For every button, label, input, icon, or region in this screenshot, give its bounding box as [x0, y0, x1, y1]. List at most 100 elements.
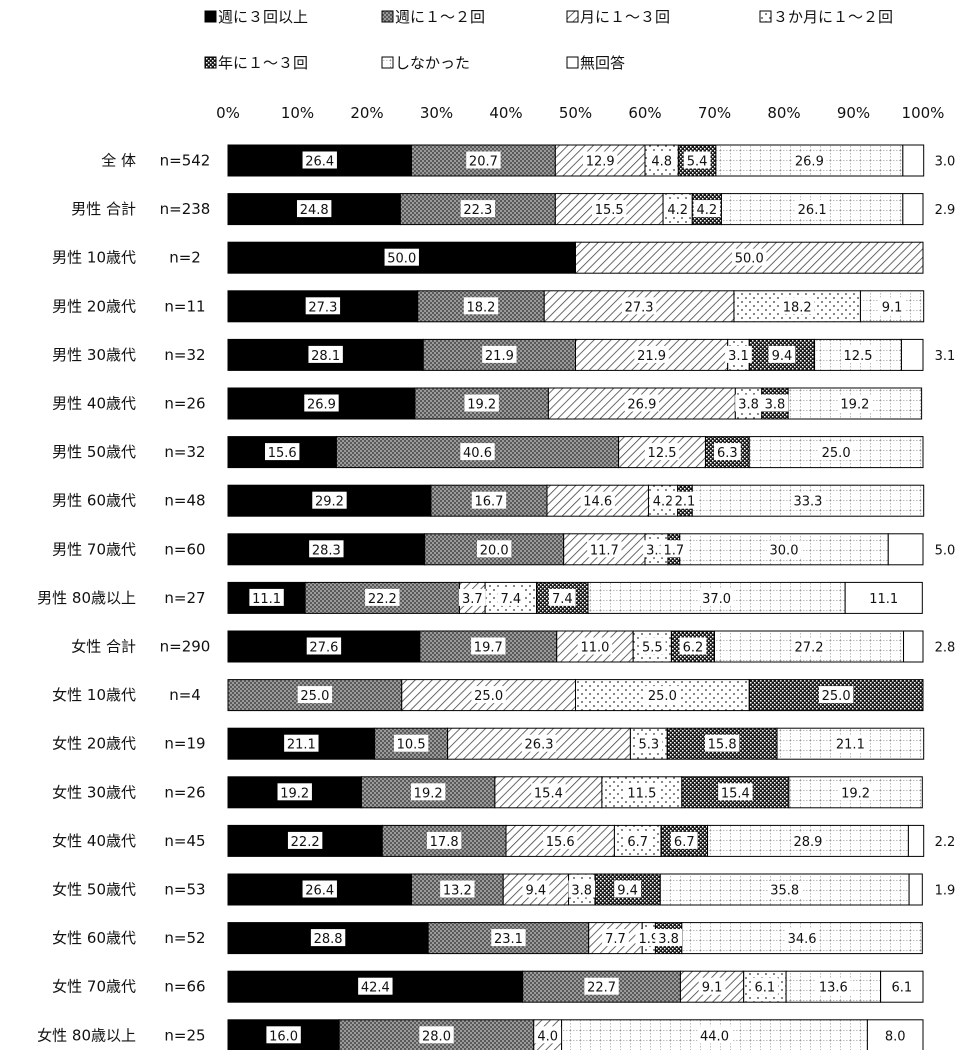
data-label-bg: [766, 540, 802, 558]
data-label-bg: [638, 637, 666, 655]
data-label-bg: [833, 734, 868, 752]
category-n: n=48: [164, 492, 205, 510]
bar-segment: [908, 873, 923, 906]
data-label: 18.2: [783, 300, 812, 315]
data-label-bg: [697, 1026, 732, 1044]
data-label: 11.1: [252, 592, 281, 607]
data-label: 27.3: [625, 300, 654, 315]
data-label: 3.8: [658, 932, 679, 947]
data-label: 9.4: [526, 884, 547, 899]
data-label-bg: [780, 297, 815, 315]
category-label: 女性 70歳代: [52, 978, 136, 996]
bar-segment: [902, 193, 924, 226]
data-label-bg: [888, 977, 916, 995]
x-tick-label: 0%: [216, 104, 240, 122]
data-label-bg: [767, 880, 802, 898]
bar-segment: [903, 630, 924, 663]
data-label-bg: [699, 588, 734, 606]
data-label: 27.3: [308, 300, 337, 315]
data-label-bg: [471, 491, 507, 509]
data-label-bg: [304, 394, 339, 412]
data-label: 35.8: [770, 884, 799, 899]
data-label: 4.8: [651, 155, 672, 170]
x-tick-label: 60%: [628, 104, 661, 122]
legend-label: 週に３回以上: [218, 8, 308, 26]
data-label: 18.2: [467, 300, 496, 315]
data-label-bg: [584, 977, 619, 995]
data-label-bg: [761, 394, 789, 412]
data-label: 6.7: [674, 835, 695, 850]
data-label: 11.5: [627, 786, 656, 801]
category-label: 女性 合計: [71, 638, 136, 656]
data-label: 26.4: [305, 884, 334, 899]
data-label-bg: [312, 491, 347, 509]
category-label: 女性 40歳代: [52, 832, 136, 850]
data-label: 42.4: [361, 981, 390, 996]
bar-segment: [575, 338, 729, 371]
data-label: 21.9: [637, 349, 666, 364]
data-label: 3.8: [738, 398, 759, 413]
data-label: 9.4: [617, 884, 638, 899]
data-label-bg: [664, 200, 692, 218]
data-label-bg: [580, 491, 615, 509]
data-label-bg: [297, 686, 333, 704]
data-label: 26.9: [795, 155, 824, 170]
category-n: n=66: [164, 978, 205, 996]
data-label-bg: [531, 783, 566, 801]
data-label: 22.7: [587, 981, 616, 996]
data-label-bg: [624, 394, 660, 412]
data-label: 2.8: [935, 641, 956, 656]
data-label: 22.2: [291, 835, 320, 850]
data-label: 11.1: [869, 592, 898, 607]
data-label-bg: [522, 880, 550, 898]
data-label-bg: [287, 831, 323, 849]
category-n: n=32: [164, 443, 205, 461]
bar-segment: [575, 241, 924, 274]
data-label-bg: [592, 200, 627, 218]
data-label-bg: [713, 443, 741, 461]
legend-label: 年に１～３回: [218, 54, 308, 72]
category-label: 男性 50歳代: [52, 443, 136, 461]
data-label: 9.4: [772, 349, 793, 364]
data-label-bg: [482, 345, 517, 363]
data-label: 19.2: [467, 398, 496, 413]
data-label-bg: [302, 880, 337, 898]
data-label-bg: [491, 929, 526, 947]
data-label-bg: [534, 1026, 562, 1044]
category-n: n=26: [164, 783, 205, 801]
data-label: 4.2: [667, 203, 688, 218]
data-label-bg: [302, 151, 337, 169]
category-label: 女性 50歳代: [52, 881, 136, 899]
category-n: n=19: [164, 735, 205, 753]
bar-segment: [399, 193, 556, 226]
data-label: 11.0: [580, 641, 609, 656]
data-label-bg: [790, 491, 826, 509]
category-n: n=26: [164, 395, 205, 413]
data-label-bg: [471, 686, 506, 704]
category-n: n=11: [164, 297, 205, 315]
data-label: 22.2: [368, 592, 397, 607]
data-label-bg: [837, 394, 873, 412]
data-label-bg: [458, 588, 486, 606]
data-label-bg: [704, 734, 740, 752]
data-label: 20.7: [469, 155, 498, 170]
data-label: 4.2: [653, 495, 674, 510]
data-label: 8.0: [885, 1029, 906, 1044]
data-label-bg: [649, 491, 677, 509]
data-label: 7.7: [605, 932, 626, 947]
data-label: 6.2: [683, 641, 704, 656]
data-label-bg: [792, 151, 827, 169]
data-label-bg: [266, 1026, 301, 1044]
category-n: n=290: [160, 638, 211, 656]
category-label: 女性 30歳代: [52, 783, 136, 801]
data-label-bg: [693, 200, 721, 218]
data-label-bg: [881, 1026, 909, 1044]
data-label: 27.2: [795, 641, 824, 656]
data-label-bg: [655, 929, 683, 947]
data-label-bg: [308, 345, 343, 363]
data-label-bg: [466, 151, 501, 169]
data-label-bg: [309, 540, 344, 558]
data-label-bg: [679, 637, 707, 655]
data-label-bg: [426, 831, 462, 849]
